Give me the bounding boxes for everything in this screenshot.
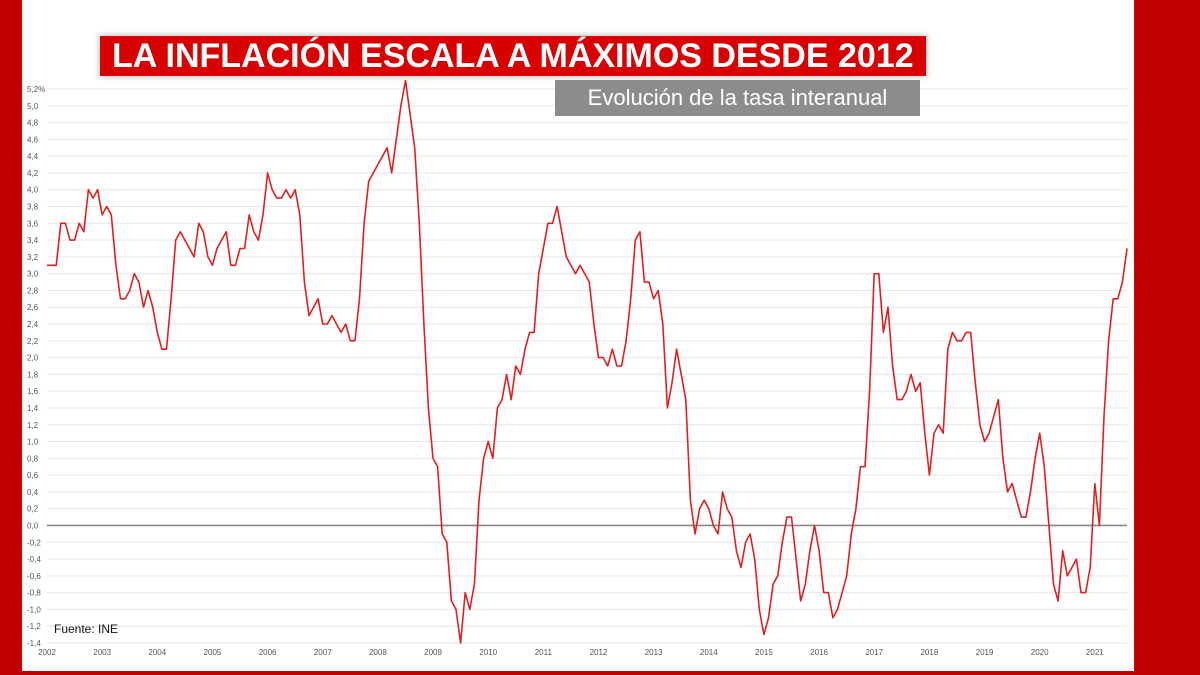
right-frame-bar <box>1134 0 1200 675</box>
x-tick-label: 2014 <box>700 648 718 657</box>
x-tick-label: 2004 <box>148 648 166 657</box>
y-tick-label: 2,0 <box>27 354 39 363</box>
x-tick-label: 2019 <box>976 648 994 657</box>
y-tick-label: 3,0 <box>27 270 39 279</box>
y-tick-label: -1,4 <box>27 639 41 648</box>
y-tick-label: 4,0 <box>27 186 39 195</box>
y-tick-label: 1,8 <box>27 370 39 379</box>
x-tick-label: 2008 <box>369 648 387 657</box>
x-tick-label: 2007 <box>314 648 332 657</box>
x-tick-label: 2016 <box>810 648 828 657</box>
y-tick-label: 0,6 <box>27 471 39 480</box>
grid-lines <box>47 88 1127 644</box>
y-tick-label: -1,0 <box>27 605 41 614</box>
y-tick-label: -0,4 <box>27 555 41 564</box>
y-tick-label: 3,2 <box>27 253 39 262</box>
x-tick-label: 2013 <box>645 648 663 657</box>
y-tick-label: -1,2 <box>27 622 41 631</box>
chart-title: LA INFLACIÓN ESCALA A MÁXIMOS DESDE 2012 <box>100 36 926 76</box>
y-tick-label: -0,6 <box>27 572 41 581</box>
y-tick-label: -0,2 <box>27 538 41 547</box>
x-tick-label: 2003 <box>93 648 111 657</box>
inflation-line-chart: 5,2% 5,0 4,8 4,6 4,4 4,2 4,0 3,8 3,6 3,4 3,2 3,0 2,8… <box>27 79 1128 657</box>
y-tick-label: 0,4 <box>27 488 39 497</box>
chart-subtitle: Evolución de la tasa interanual <box>555 80 920 116</box>
x-tick-label: 2009 <box>424 648 442 657</box>
x-tick-label: 2010 <box>479 648 497 657</box>
source-note: Fuente: INE <box>54 622 119 636</box>
series-line-inflation <box>47 79 1128 644</box>
x-tick-label: 2002 <box>38 648 56 657</box>
x-tick-label: 2017 <box>865 648 883 657</box>
y-tick-label: 1,6 <box>27 387 39 396</box>
y-tick-label: 0,0 <box>27 521 39 530</box>
y-tick-label: 1,0 <box>27 438 39 447</box>
x-axis-tick-labels: 2002 2003 2004 2005 2006 2007 2008 2009 2010 2011… <box>38 648 1104 657</box>
x-tick-label: 2005 <box>204 648 222 657</box>
left-frame-bar <box>0 0 22 675</box>
y-tick-label: 4,8 <box>27 119 39 128</box>
y-tick-label: 4,4 <box>27 152 39 161</box>
x-tick-label: 2012 <box>590 648 608 657</box>
x-tick-label: 2006 <box>259 648 277 657</box>
y-tick-label: 2,4 <box>27 320 39 329</box>
y-tick-label: 0,2 <box>27 505 39 514</box>
x-tick-label: 2021 <box>1086 648 1104 657</box>
y-tick-label: 0,8 <box>27 454 39 463</box>
bottom-frame-bar <box>0 671 1200 675</box>
y-tick-label: 4,6 <box>27 135 39 144</box>
y-tick-label: 5,0 <box>27 102 39 111</box>
y-tick-label: 3,6 <box>27 219 39 228</box>
y-tick-label: 5,2% <box>27 85 45 94</box>
y-tick-label: 3,4 <box>27 236 39 245</box>
x-tick-label: 2018 <box>920 648 938 657</box>
y-tick-label: 2,8 <box>27 286 39 295</box>
x-tick-label: 2011 <box>535 648 553 657</box>
y-axis-tick-labels: 5,2% 5,0 4,8 4,6 4,4 4,2 4,0 3,8 3,6 3,4 3,2 3,0 2,8… <box>27 85 45 648</box>
y-tick-label: 2,2 <box>27 337 39 346</box>
y-tick-label: 1,4 <box>27 404 39 413</box>
y-tick-label: 3,8 <box>27 203 39 212</box>
y-tick-label: -0,8 <box>27 589 41 598</box>
y-tick-label: 2,6 <box>27 303 39 312</box>
y-tick-label: 1,2 <box>27 421 39 430</box>
y-tick-label: 4,2 <box>27 169 39 178</box>
x-tick-label: 2020 <box>1031 648 1049 657</box>
x-tick-label: 2015 <box>755 648 773 657</box>
